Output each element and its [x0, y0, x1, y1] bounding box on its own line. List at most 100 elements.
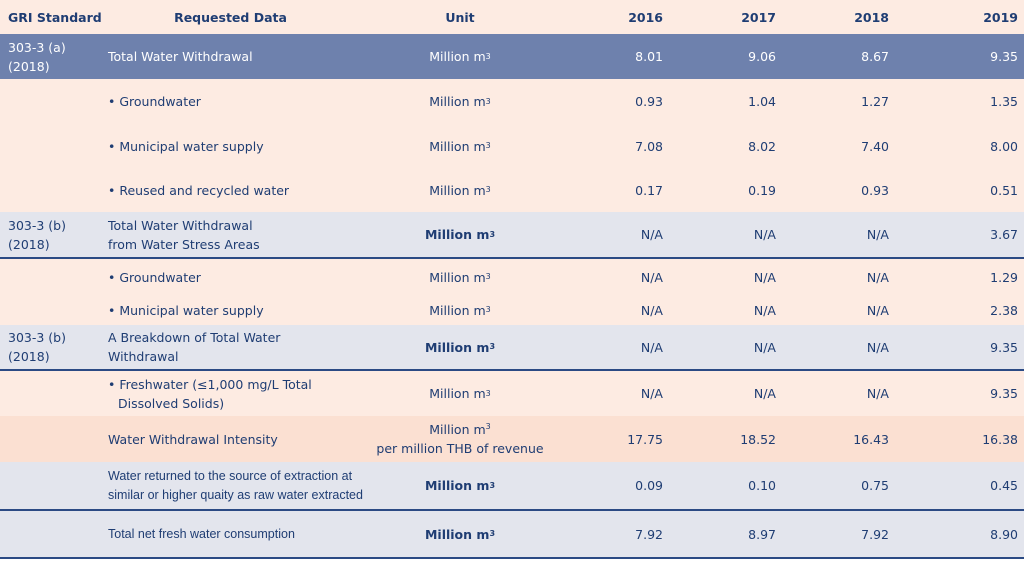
requested-data-label: Water Withdrawal Intensity	[108, 431, 278, 447]
unit-text: Million m	[424, 227, 490, 242]
table-row: 303-3 (b) (2018) A Breakdown of Total Wa…	[0, 325, 1024, 369]
value-2019: 0.51	[990, 182, 1018, 198]
value-2018: N/A	[866, 386, 889, 401]
row-divider	[0, 509, 1024, 511]
label-line2: Dissolved Solids)	[118, 395, 225, 411]
unit-line2: per million THB of revenue	[376, 441, 544, 456]
unit-text: Million m	[424, 526, 490, 542]
gri-code-line1: 303-3 (a)	[8, 39, 66, 55]
header-2018: 2018	[854, 9, 889, 25]
unit-text: Million m	[429, 422, 486, 437]
row-divider	[0, 369, 1024, 371]
requested-data-label: • Groundwater	[108, 94, 201, 109]
requested-data-label: Water returned to the source of extracti…	[108, 462, 408, 509]
value-2019: 1.35	[990, 94, 1018, 109]
value-2017: N/A	[753, 339, 776, 355]
gri-code: 303-3 (b) (2018)	[8, 325, 103, 369]
header-2016: 2016	[628, 9, 663, 25]
requested-data-label: • Freshwater (≤1,000 mg/L Total Dissolve…	[108, 371, 398, 416]
table-row: Total net fresh water consumption Millio…	[0, 511, 1024, 557]
unit-superscript: 3	[485, 421, 491, 431]
value-2018: N/A	[866, 227, 889, 242]
requested-data-label: • Municipal water supply	[108, 138, 264, 154]
value-2016: N/A	[640, 386, 663, 401]
value-2016: 7.92	[635, 526, 663, 542]
header-2017: 2017	[741, 9, 776, 25]
unit-cell: Million m3 per million THB of revenue	[370, 416, 550, 462]
requested-data-label: • Groundwater	[108, 269, 201, 285]
row-divider	[0, 557, 1024, 559]
unit-text: Million m	[424, 339, 490, 355]
value-2019: 1.29	[990, 269, 1018, 285]
requested-data-label: • Municipal water supply	[108, 302, 264, 318]
unit-text: Million m	[429, 182, 486, 198]
table-row: Water Withdrawal Intensity Million m3 pe…	[0, 416, 1024, 462]
value-2016: 0.93	[635, 94, 663, 109]
header-requested-data: Requested Data	[174, 9, 287, 25]
value-2019: 8.90	[990, 526, 1018, 542]
value-2016: N/A	[640, 227, 663, 242]
value-2016: 0.17	[635, 182, 663, 198]
table-row: Water returned to the source of extracti…	[0, 462, 1024, 509]
value-2017: N/A	[753, 227, 776, 242]
value-2019: 2.38	[990, 302, 1018, 318]
value-2017: N/A	[753, 302, 776, 318]
gri-code-line2: (2018)	[8, 236, 50, 252]
unit-text: Million m	[429, 49, 486, 64]
value-2017: N/A	[753, 269, 776, 285]
value-2019: 9.35	[990, 386, 1018, 401]
value-2019: 9.35	[990, 339, 1018, 355]
value-2017: 8.97	[748, 526, 776, 542]
value-2017: N/A	[753, 386, 776, 401]
requested-data-label: Total Water Withdrawal from Water Stress…	[108, 212, 398, 257]
value-2019: 16.38	[982, 431, 1018, 447]
value-2018: 8.67	[861, 49, 889, 64]
gri-code: 303-3 (a) (2018)	[8, 34, 103, 79]
value-2019: 0.45	[990, 478, 1018, 493]
value-2018: 0.93	[861, 182, 889, 198]
unit-text: Million m	[424, 478, 490, 493]
header-2019: 2019	[983, 9, 1018, 25]
label-line1: Water returned to the source of extracti…	[108, 468, 353, 483]
value-2018: N/A	[866, 339, 889, 355]
value-2019: 3.67	[990, 227, 1018, 242]
value-2016: N/A	[640, 339, 663, 355]
label-line1: • Freshwater (≤1,000 mg/L Total	[108, 376, 312, 392]
unit-text: Million m	[429, 94, 486, 109]
table-header: GRI Standard Requested Data Unit 2016 20…	[0, 0, 1024, 34]
value-2018: 1.27	[861, 94, 889, 109]
value-2016: 7.08	[635, 138, 663, 154]
label-line2: similar or higher quaity as raw water ex…	[108, 487, 363, 502]
header-unit: Unit	[445, 9, 475, 25]
label-line1: A Breakdown of Total Water	[108, 330, 281, 345]
value-2018: N/A	[866, 302, 889, 318]
value-2016: 17.75	[627, 431, 663, 447]
value-2017: 18.52	[740, 431, 776, 447]
value-2018: 16.43	[853, 431, 889, 447]
value-2016: 8.01	[635, 49, 663, 64]
table-row: 303-3 (a) (2018) Total Water Withdrawal …	[0, 34, 1024, 79]
unit-text: Million m	[429, 386, 486, 401]
label-line2: from Water Stress Areas	[108, 236, 260, 252]
value-2017: 8.02	[748, 138, 776, 154]
unit-text: Million m	[429, 269, 486, 285]
value-2016: N/A	[640, 269, 663, 285]
label-line1: Total Water Withdrawal	[108, 217, 253, 233]
value-2018: N/A	[866, 269, 889, 285]
row-divider	[0, 257, 1024, 259]
value-2019: 9.35	[990, 49, 1018, 64]
gri-code-line1: 303-3 (b)	[8, 330, 66, 345]
value-2018: 0.75	[861, 478, 889, 493]
gri-code-line1: 303-3 (b)	[8, 217, 66, 233]
value-2017: 9.06	[748, 49, 776, 64]
